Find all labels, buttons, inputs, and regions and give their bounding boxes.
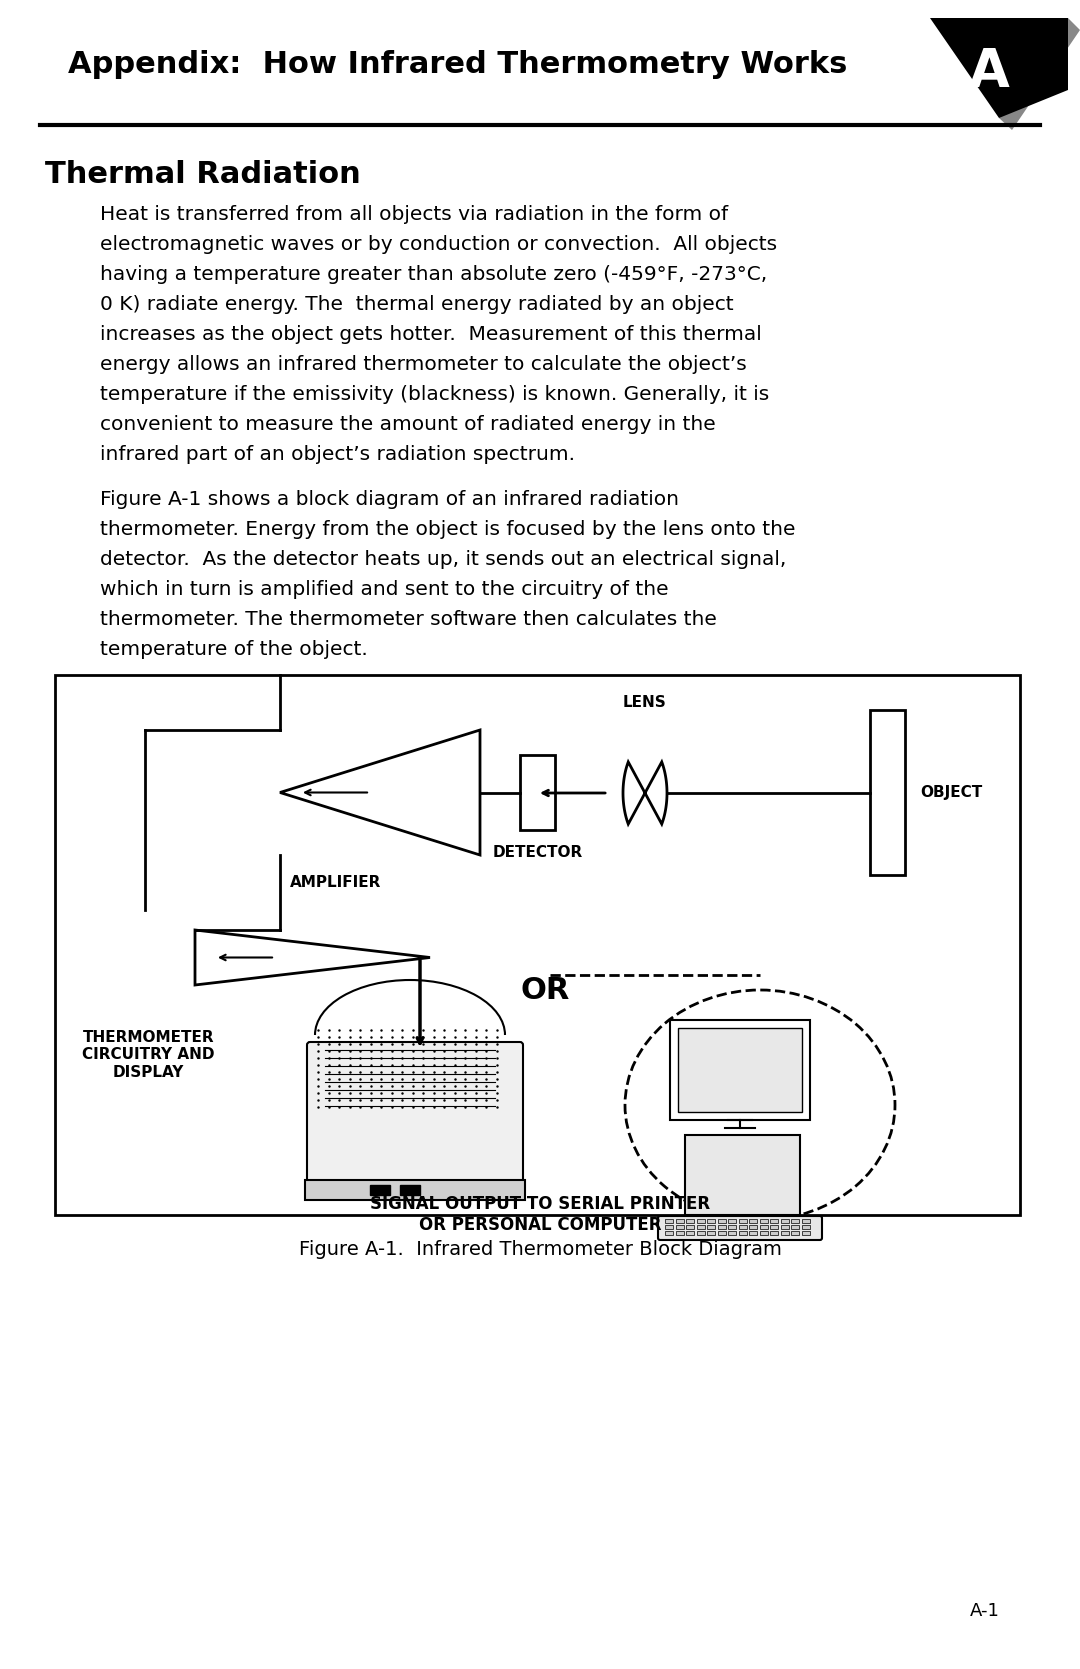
Bar [870, 709, 905, 875]
Text: SIGNAL OUTPUT TO SERIAL PRINTER
OR PERSONAL COMPUTER: SIGNAL OUTPUT TO SERIAL PRINTER OR PERSO… [370, 1195, 710, 1233]
Polygon shape [195, 930, 430, 985]
Bar [770, 1232, 778, 1235]
Text: Appendix:  How Infrared Thermometry Works: Appendix: How Infrared Thermometry Works [68, 50, 848, 80]
Bar [370, 1185, 390, 1195]
Bar [781, 1232, 788, 1235]
Bar [770, 1218, 778, 1223]
Bar [801, 1232, 810, 1235]
Text: detector.  As the detector heats up, it sends out an electrical signal,: detector. As the detector heats up, it s… [100, 551, 786, 569]
Text: infrared part of an object’s radiation spectrum.: infrared part of an object’s radiation s… [100, 446, 575, 464]
Bar [759, 1232, 768, 1235]
Text: thermometer. Energy from the object is focused by the lens onto the: thermometer. Energy from the object is f… [100, 521, 796, 539]
Text: A-1: A-1 [970, 1602, 1000, 1621]
Text: Figure A-1 shows a block diagram of an infrared radiation: Figure A-1 shows a block diagram of an i… [100, 491, 679, 509]
Bar [717, 1225, 726, 1228]
Bar [675, 1225, 684, 1228]
Bar [791, 1232, 799, 1235]
Bar [750, 1232, 757, 1235]
Bar [686, 1218, 694, 1223]
Text: OR: OR [519, 975, 569, 1005]
Bar [770, 1225, 778, 1228]
Bar [305, 1180, 525, 1200]
Text: Heat is transferred from all objects via radiation in the form of: Heat is transferred from all objects via… [100, 205, 728, 224]
Bar [678, 1028, 802, 1112]
Text: Thermal Radiation: Thermal Radiation [45, 160, 361, 189]
FancyBboxPatch shape [55, 674, 1020, 1215]
Bar [791, 1225, 799, 1228]
Bar [728, 1218, 735, 1223]
Bar [728, 1225, 735, 1228]
Bar [675, 1218, 684, 1223]
Text: OBJECT: OBJECT [920, 784, 982, 799]
Bar [675, 1232, 684, 1235]
Bar [739, 1232, 746, 1235]
Text: thermometer. The thermometer software then calculates the: thermometer. The thermometer software th… [100, 609, 717, 629]
Bar [791, 1218, 799, 1223]
Text: increases as the object gets hotter.  Measurement of this thermal: increases as the object gets hotter. Mea… [100, 325, 761, 344]
Bar [759, 1225, 768, 1228]
Bar [801, 1218, 810, 1223]
Polygon shape [280, 729, 480, 855]
Bar [750, 1218, 757, 1223]
Bar [801, 1225, 810, 1228]
Bar [717, 1232, 726, 1235]
Bar [707, 1225, 715, 1228]
Polygon shape [623, 763, 667, 824]
Text: Figure A-1.  Infrared Thermometer Block Diagram: Figure A-1. Infrared Thermometer Block D… [298, 1240, 782, 1258]
Bar [781, 1225, 788, 1228]
Bar [697, 1232, 704, 1235]
Text: electromagnetic waves or by conduction or convection.  All objects: electromagnetic waves or by conduction o… [100, 235, 778, 254]
Bar [739, 1218, 746, 1223]
Bar [781, 1218, 788, 1223]
Text: THERMOMETER
CIRCUITRY AND
DISPLAY: THERMOMETER CIRCUITRY AND DISPLAY [82, 1030, 215, 1080]
Bar [665, 1232, 673, 1235]
Text: A: A [969, 47, 1010, 98]
Bar [665, 1218, 673, 1223]
Bar [686, 1225, 694, 1228]
FancyBboxPatch shape [658, 1217, 822, 1240]
Polygon shape [930, 18, 1068, 118]
Bar [707, 1232, 715, 1235]
Bar [686, 1232, 694, 1235]
Polygon shape [999, 18, 1080, 130]
Bar [750, 1225, 757, 1228]
Text: 0 K) radiate energy. The  thermal energy radiated by an object: 0 K) radiate energy. The thermal energy … [100, 295, 733, 314]
FancyBboxPatch shape [307, 1041, 523, 1188]
Bar [665, 1225, 673, 1228]
Bar [707, 1218, 715, 1223]
Bar [685, 1135, 800, 1215]
Bar [728, 1232, 735, 1235]
Bar [717, 1218, 726, 1223]
Bar [759, 1218, 768, 1223]
Bar [739, 1225, 746, 1228]
Text: DETECTOR: DETECTOR [492, 845, 582, 860]
Text: temperature if the emissivity (blackness) is known. Generally, it is: temperature if the emissivity (blackness… [100, 386, 769, 404]
Bar [519, 754, 555, 829]
Bar [697, 1225, 704, 1228]
Bar [670, 1020, 810, 1120]
Text: LENS: LENS [623, 694, 666, 709]
Bar [400, 1185, 420, 1195]
Text: which in turn is amplified and sent to the circuitry of the: which in turn is amplified and sent to t… [100, 581, 669, 599]
Text: convenient to measure the amount of radiated energy in the: convenient to measure the amount of radi… [100, 416, 716, 434]
Text: energy allows an infrared thermometer to calculate the object’s: energy allows an infrared thermometer to… [100, 355, 746, 374]
Bar [697, 1218, 704, 1223]
Text: having a temperature greater than absolute zero (-459°F, -273°C,: having a temperature greater than absolu… [100, 265, 767, 284]
Text: temperature of the object.: temperature of the object. [100, 639, 368, 659]
Text: AMPLIFIER: AMPLIFIER [291, 875, 381, 890]
